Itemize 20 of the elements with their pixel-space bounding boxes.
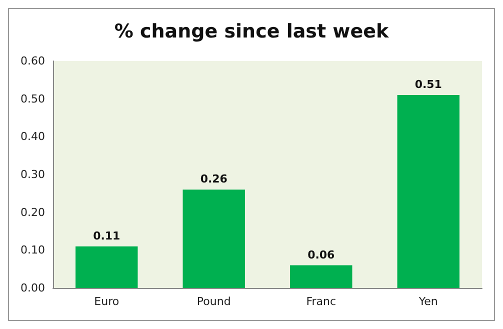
x-tick-label: Euro — [94, 295, 120, 308]
y-tick-label: 0.20 — [20, 206, 45, 219]
x-tick-label: Franc — [306, 295, 336, 308]
data-label: 0.26 — [200, 172, 228, 186]
y-tick-label: 0.40 — [20, 130, 45, 144]
y-tick-label: 0.50 — [20, 92, 45, 106]
bar — [397, 95, 460, 288]
data-label: 0.06 — [308, 248, 336, 262]
y-tick-label: 0.00 — [20, 282, 45, 294]
chart-title: % change since last week — [114, 20, 390, 42]
x-tick-label: Yen — [418, 295, 438, 308]
bar — [290, 265, 352, 288]
data-label: 0.51 — [414, 78, 442, 92]
bar — [76, 246, 138, 288]
x-tick-label: Pound — [196, 295, 231, 308]
y-tick-label: 0.60 — [20, 54, 45, 68]
y-tick-label: 0.10 — [20, 244, 45, 257]
y-tick-label: 0.30 — [20, 168, 45, 181]
data-label: 0.11 — [93, 229, 120, 242]
bar — [182, 190, 245, 288]
